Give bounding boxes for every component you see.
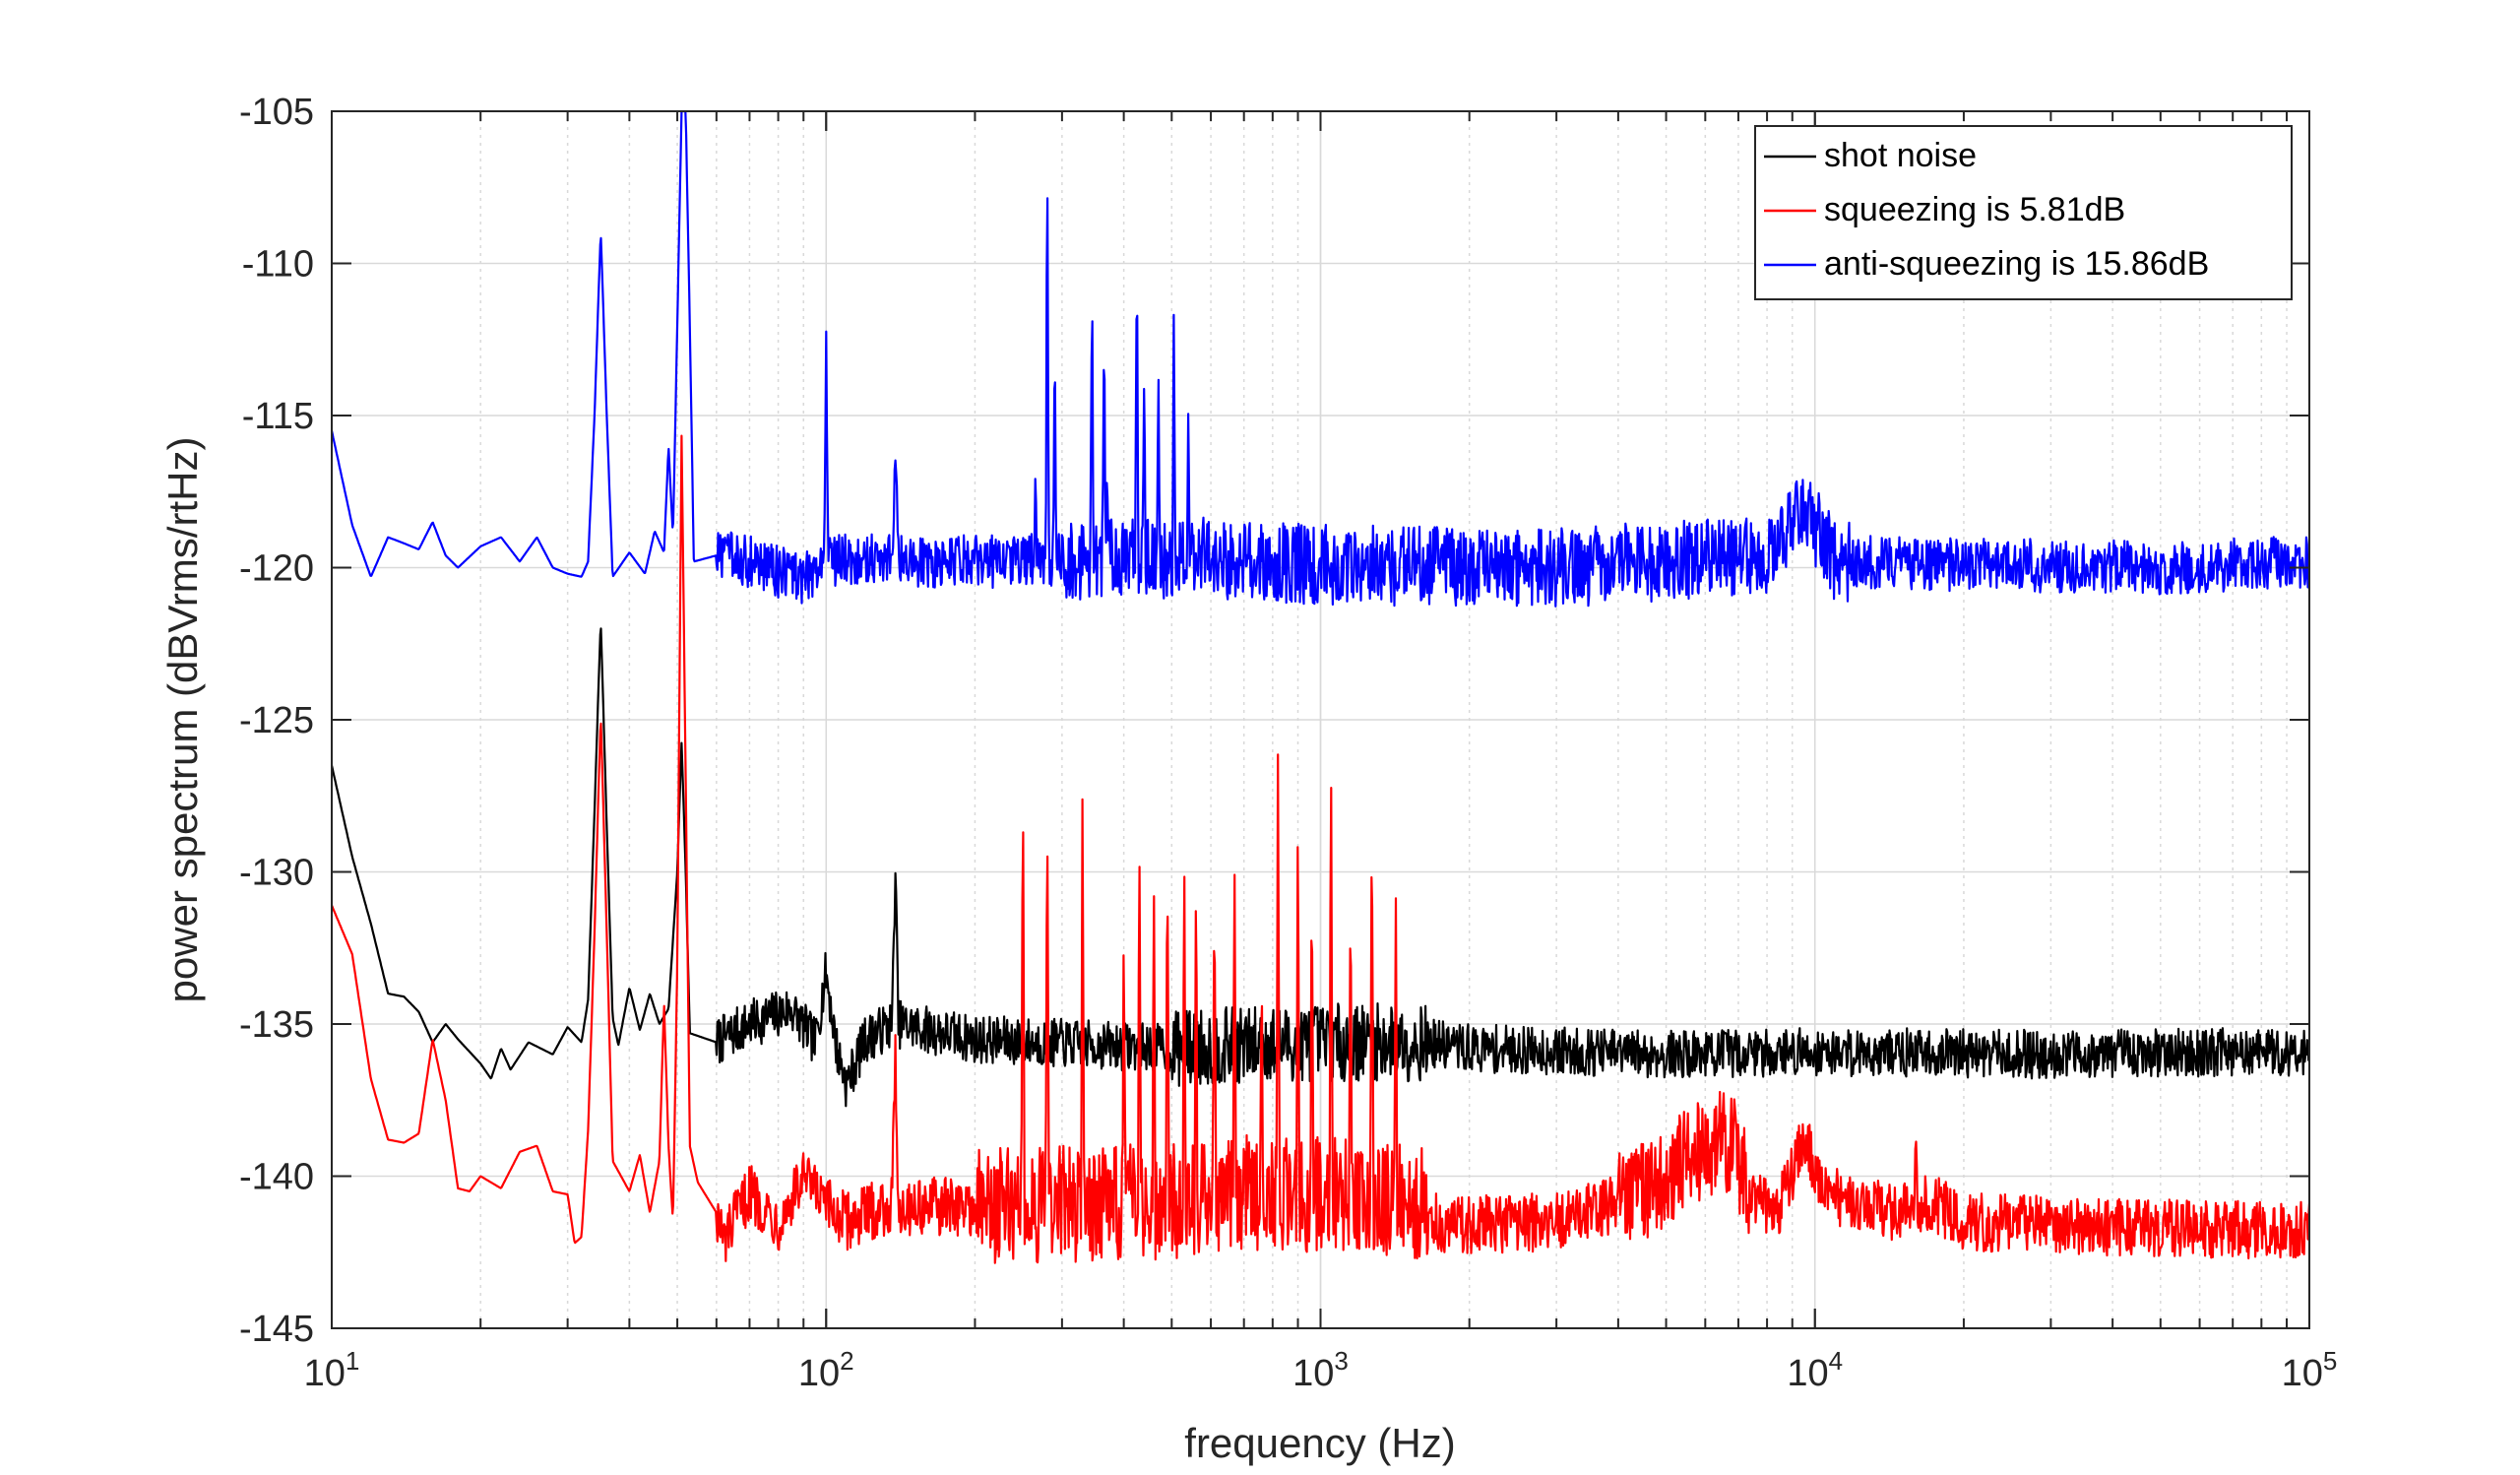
legend-label: squeezing is 5.81dB bbox=[1824, 191, 2125, 228]
x-tick-label: 105 bbox=[2282, 1346, 2338, 1394]
grid bbox=[332, 111, 2309, 1328]
legend-label: anti-squeezing is 15.86dB bbox=[1824, 245, 2209, 283]
series-line-0 bbox=[332, 627, 2309, 1108]
x-tick-label: 103 bbox=[1292, 1346, 1349, 1394]
x-tick-label: 104 bbox=[1787, 1346, 1843, 1394]
x-tick-label: 101 bbox=[304, 1346, 360, 1394]
y-tick-label: -110 bbox=[242, 244, 314, 286]
y-axis-label: power spectrum (dBVrms/rtHz) bbox=[159, 437, 206, 1003]
legend-box bbox=[1754, 125, 2293, 300]
y-tick-label: -140 bbox=[239, 1157, 314, 1198]
y-tick-label: -115 bbox=[242, 396, 314, 437]
y-tick-labels: -105 -110 -115 -120 -125 -130 -135 -140 -145 bbox=[239, 92, 314, 1350]
series-line-1 bbox=[332, 434, 2309, 1264]
series-line-2 bbox=[332, 111, 2309, 608]
legend-label: shot noise bbox=[1824, 137, 1977, 174]
y-tick-label: -120 bbox=[239, 548, 314, 590]
y-tick-label: -135 bbox=[239, 1004, 314, 1046]
x-axis-label: frequency (Hz) bbox=[1184, 1420, 1455, 1466]
y-tick-label: -125 bbox=[239, 700, 314, 741]
y-tick-label: -145 bbox=[239, 1309, 314, 1350]
y-tick-label: -130 bbox=[239, 853, 314, 894]
x-tick-labels: 101 102 103 104 105 bbox=[304, 1346, 2338, 1394]
tick-marks bbox=[331, 110, 2310, 1329]
series-layer bbox=[332, 111, 2309, 1264]
y-tick-label: -105 bbox=[239, 92, 314, 133]
legend: shot noise squeezing is 5.81dB anti-squeez… bbox=[1754, 125, 2293, 300]
x-tick-label: 102 bbox=[798, 1346, 854, 1394]
plot-area bbox=[331, 110, 2310, 1329]
